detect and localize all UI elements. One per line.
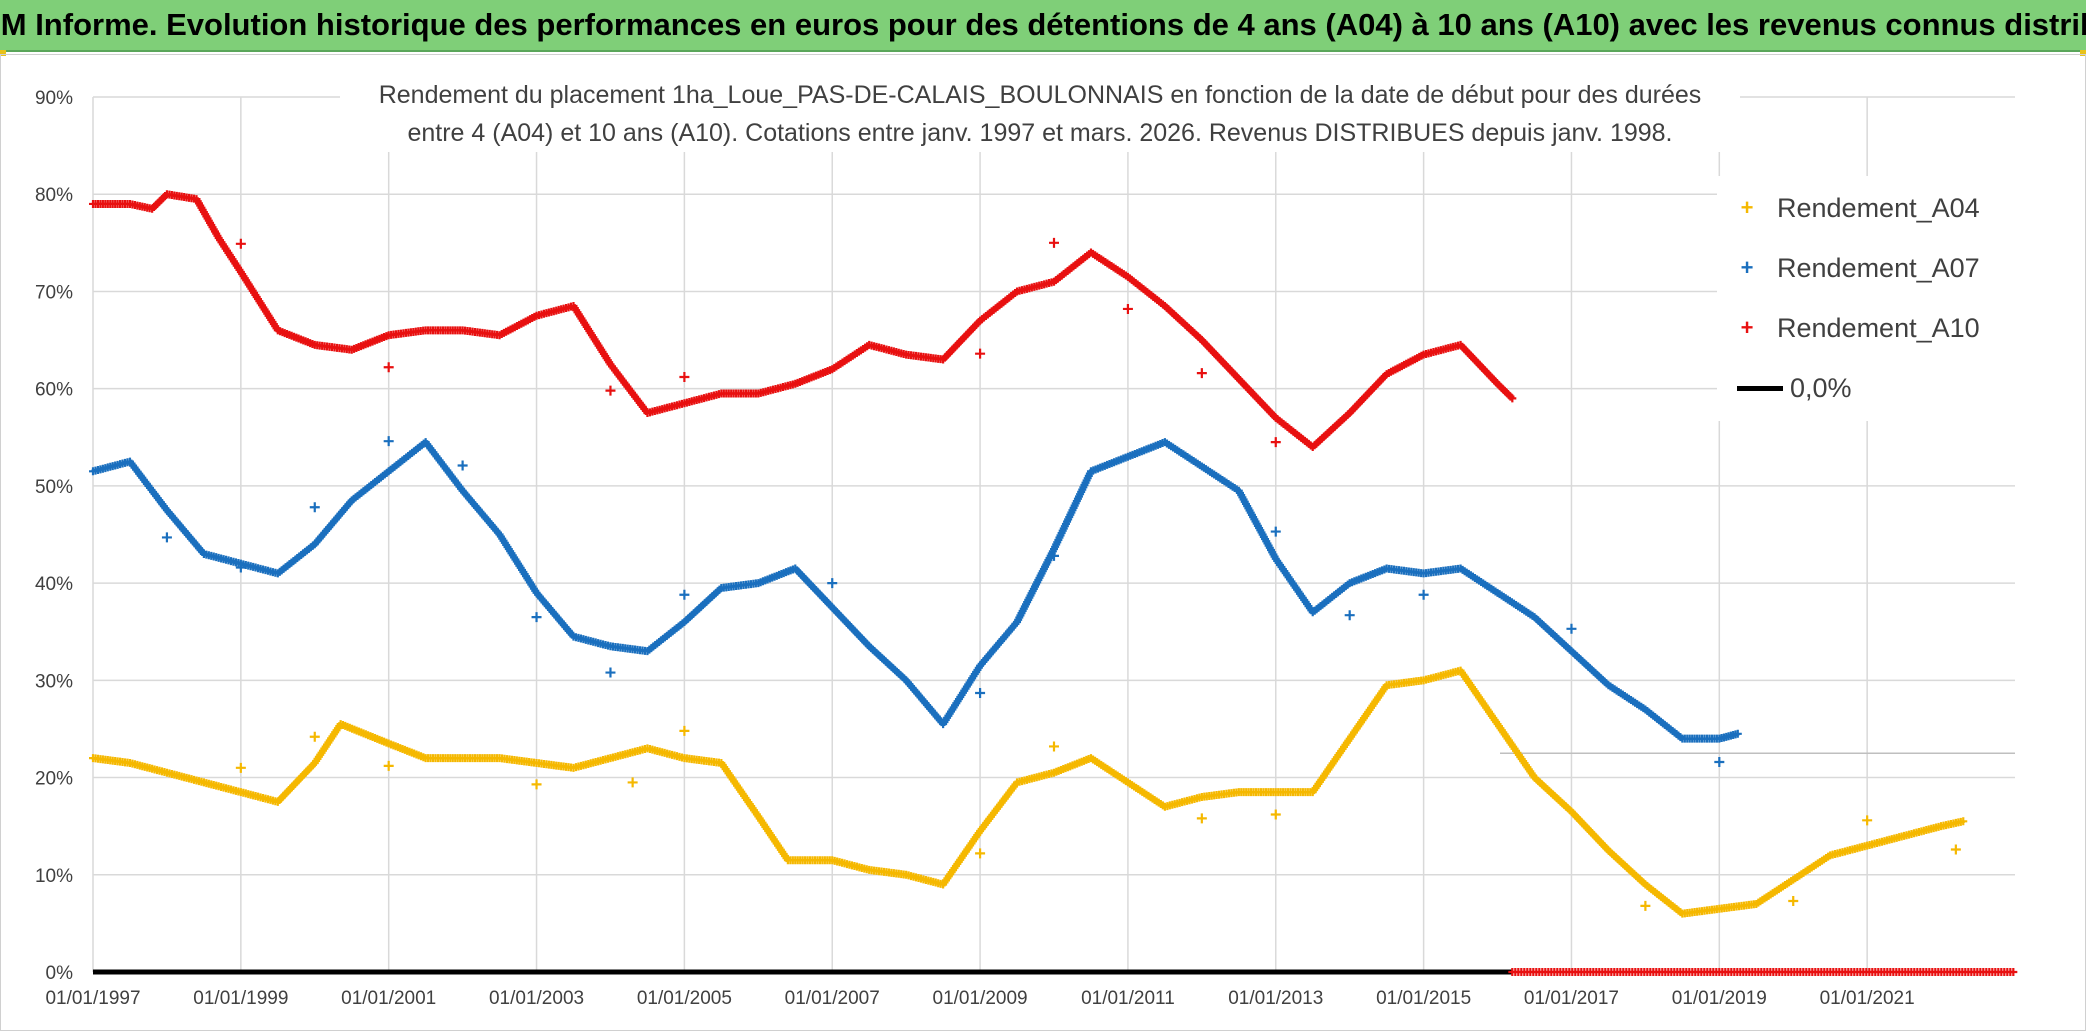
- x-tick-label: 01/01/2003: [489, 988, 584, 1009]
- legend-item-a04: + Rendement_A04: [1717, 188, 1980, 228]
- report-banner: ADAM Informe. Evolution historique des p…: [0, 0, 2086, 52]
- legend-label-a04: Rendement_A04: [1777, 192, 1980, 223]
- chart-title: Rendement du placement 1ha_Loue_PAS-DE-C…: [340, 76, 1740, 152]
- rendement-a04-outlier: [1950, 844, 1961, 855]
- y-tick-label: 20%: [35, 769, 73, 790]
- legend-item-a10: + Rendement_A10: [1717, 308, 1980, 348]
- legend-label-a07: Rendement_A07: [1777, 252, 1980, 283]
- x-tick-label: 01/01/2011: [1081, 988, 1175, 1009]
- y-tick-label: 0%: [46, 963, 74, 984]
- x-tick-label: 01/01/2019: [1672, 988, 1767, 1009]
- rendement-a07-outlier: [457, 460, 468, 471]
- rendement-a04-outlier: [1049, 741, 1059, 752]
- rendement-a07-outlier: [383, 436, 394, 447]
- rendement-a07-outlier: [1270, 526, 1281, 537]
- rendement-a04-outlier: [627, 777, 638, 788]
- rendement-a04-outlier: [1270, 809, 1281, 820]
- rendement-a10-marker: [1508, 394, 1517, 403]
- rendement-a10-outlier: [1270, 437, 1281, 448]
- rendement-a04-marker: [1959, 817, 1968, 826]
- x-tick-label: 01/01/2013: [1228, 988, 1323, 1009]
- rendement-a07-outlier: [679, 589, 690, 600]
- x-tick-label: 01/01/2017: [1524, 988, 1619, 1009]
- rendement-a07-outlier: [161, 532, 172, 543]
- legend-label-a10: Rendement_A10: [1777, 312, 1980, 343]
- rendement-a07-outlier: [1714, 757, 1725, 767]
- banner-corner-left: [0, 50, 6, 56]
- rendement-a10-outlier: [679, 372, 690, 382]
- legend-marker-a10: +: [1740, 315, 1754, 340]
- x-tick-label: 01/01/1997: [45, 988, 140, 1009]
- rendement-a10-outlier: [1196, 368, 1207, 379]
- legend-marker-a07: +: [1740, 255, 1754, 280]
- y-tick-label: 80%: [35, 185, 73, 206]
- chart-legend: + Rendement_A04 + Rendement_A07 + Rendem…: [1717, 176, 2017, 421]
- x-tick-label: 01/01/2009: [933, 988, 1028, 1009]
- legend-marker-a04: +: [1740, 195, 1754, 220]
- x-tick-label: 01/01/2021: [1820, 988, 1915, 1009]
- rendement-a04-outlier: [383, 760, 394, 771]
- rendement-a07-outlier: [309, 502, 320, 513]
- rendement-a07-outlier: [1344, 610, 1355, 621]
- legend-marker-zero: [1737, 385, 1783, 391]
- rendement-a07-outlier: [1049, 550, 1059, 561]
- rendement-a07-outlier: [827, 578, 838, 589]
- rendement-a07-outlier: [235, 562, 246, 573]
- x-tick-label: 01/01/2001: [341, 988, 436, 1009]
- rendement-a07-outlier: [605, 667, 616, 678]
- report-title: ADAM Informe. Evolution historique des p…: [0, 7, 2086, 42]
- y-tick-label: 10%: [35, 866, 73, 887]
- y-tick-label: 60%: [35, 380, 73, 401]
- rendement-a07-outlier: [975, 687, 986, 698]
- rendement-a10-outlier: [975, 348, 986, 359]
- rendement-a10-outlier: [1049, 237, 1059, 248]
- rendement-a04-outlier: [1640, 900, 1651, 911]
- y-tick-label: 50%: [35, 477, 73, 498]
- rendement-a07-outlier: [1566, 623, 1577, 634]
- banner-corner-right: [2080, 50, 2086, 56]
- y-tick-label: 40%: [35, 574, 73, 595]
- chart-title-line1: Rendement du placement 1ha_Loue_PAS-DE-C…: [378, 81, 1702, 109]
- rendement-a04-outlier: [975, 848, 986, 859]
- x-tick-label: 01/01/2015: [1376, 988, 1471, 1009]
- y-tick-label: 70%: [35, 282, 73, 303]
- rendement-a04-outlier: [531, 779, 542, 790]
- x-tick-label: 01/01/2005: [637, 988, 732, 1009]
- rendement-a10-outlier: [235, 238, 246, 249]
- rendement-a10-outlier: [383, 362, 394, 373]
- rendement-a10-outlier: [1122, 303, 1133, 314]
- rendement-a07-outlier: [1418, 589, 1429, 600]
- legend-label-zero: 0,0%: [1790, 372, 1852, 403]
- rendement-a04-outlier: [679, 725, 690, 736]
- legend-item-zero: 0,0%: [1717, 368, 1852, 408]
- rendement-a07-marker: [1733, 729, 1742, 738]
- legend-item-a07: + Rendement_A07: [1717, 248, 1980, 288]
- rendement-a04-outlier: [1788, 896, 1799, 907]
- rendement-a04-outlier: [1196, 813, 1207, 824]
- rendement-a04-outlier: [235, 762, 246, 773]
- y-tick-label: 90%: [35, 88, 73, 109]
- x-tick-label: 01/01/2007: [785, 988, 880, 1009]
- x-tick-label: 01/01/1999: [193, 988, 288, 1009]
- rendement-a07-outlier: [531, 612, 542, 623]
- y-tick-label: 30%: [35, 671, 73, 692]
- rendement-a10-outlier: [605, 385, 616, 396]
- rendement-a04-outlier: [309, 731, 320, 742]
- chart-title-line2: entre 4 (A04) et 10 ans (A10). Cotations…: [407, 119, 1673, 147]
- rendement-a04-outlier: [1862, 815, 1873, 826]
- rendement-a10-zero-marker: [2009, 968, 2018, 976]
